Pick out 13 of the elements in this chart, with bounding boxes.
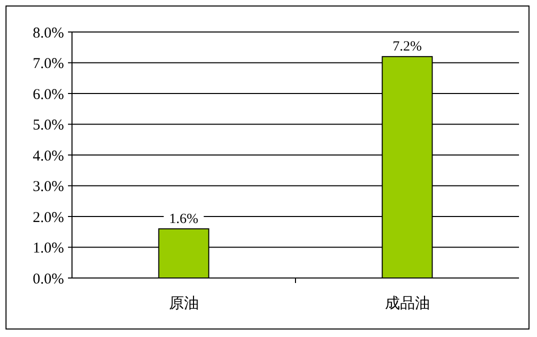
y-tick-label: 1.0% [32, 240, 64, 256]
x-tick-label: 成品油 [384, 295, 430, 312]
x-tick-label: 原油 [168, 295, 199, 312]
y-tick-label: 6.0% [32, 86, 64, 103]
y-tick-label: 7.0% [32, 56, 64, 72]
y-tick-label: 5.0% [32, 118, 64, 134]
data-label: 1.6% [169, 212, 199, 227]
y-tick-label: 2.0% [32, 210, 64, 226]
y-tick-label: 3.0% [32, 179, 64, 195]
y-tick-label: 0.0% [32, 271, 64, 288]
y-tick-label: 8.0% [32, 25, 64, 42]
data-label: 7.2% [392, 40, 422, 55]
y-tick-label: 4.0% [32, 148, 64, 164]
